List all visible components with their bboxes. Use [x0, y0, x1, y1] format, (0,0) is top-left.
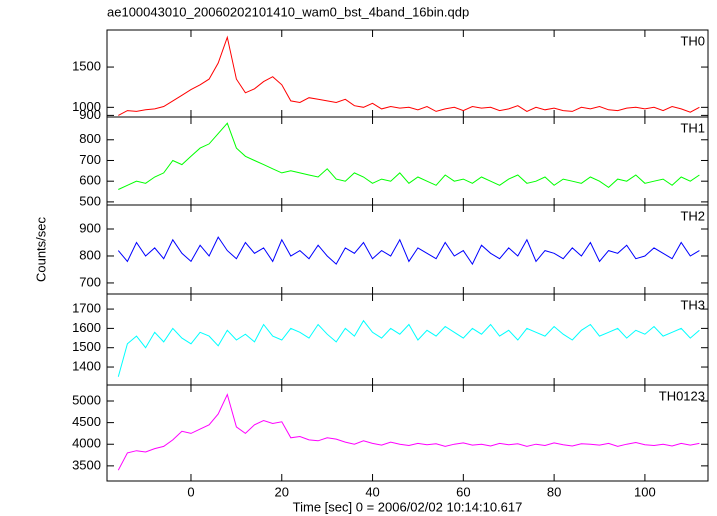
y-tick-label: 700 — [79, 274, 101, 289]
panel-frame — [106, 384, 709, 482]
legend-label: TH1 — [680, 120, 705, 135]
y-tick-label: 800 — [79, 131, 101, 146]
light-curve — [118, 122, 700, 190]
x-tick-label: 100 — [634, 484, 656, 499]
y-tick-label: 1400 — [72, 358, 101, 373]
light-curve — [118, 35, 700, 116]
x-tick-label: 0 — [187, 484, 194, 499]
chart-title: ae100043010_20060202101410_wam0_bst_4ban… — [107, 4, 469, 19]
y-tick-label: 900 — [79, 220, 101, 235]
y-tick-label: 1700 — [72, 301, 101, 316]
y-tick-label: 4500 — [72, 414, 101, 429]
y-tick-label: 1600 — [72, 320, 101, 335]
light-curve — [117, 236, 700, 266]
y-tick-label: 500 — [79, 193, 101, 208]
legend-label: TH2 — [680, 208, 705, 223]
y-tick-label: 700 — [79, 152, 101, 167]
y-tick-label: 1500 — [72, 339, 101, 354]
panel-frame — [106, 293, 709, 386]
panel-frame — [106, 29, 709, 118]
light-curve — [117, 319, 700, 377]
x-tick-label: 60 — [456, 484, 470, 499]
x-axis-label: Time [sec] 0 = 2006/02/02 10:14:10.617 — [293, 499, 523, 514]
y-tick-label: 1500 — [72, 58, 101, 73]
y-axis-label: Counts/sec — [33, 216, 48, 282]
y-tick-label: 4000 — [72, 436, 101, 451]
y-tick-label: 1000 — [72, 99, 101, 114]
light-curve — [117, 393, 700, 471]
legend-label: TH0123 — [659, 388, 705, 403]
y-tick-label: 900 — [79, 107, 101, 122]
x-tick-label: 20 — [275, 484, 289, 499]
x-tick-label: 40 — [365, 484, 379, 499]
y-tick-label: 800 — [79, 247, 101, 262]
x-tick-label: 80 — [547, 484, 561, 499]
legend-label: TH0 — [680, 33, 705, 48]
y-tick-label: 3500 — [72, 457, 101, 472]
legend-label: TH3 — [680, 297, 705, 312]
y-tick-label: 5000 — [72, 392, 101, 407]
y-tick-label: 600 — [79, 173, 101, 188]
panel-frame — [106, 116, 709, 206]
